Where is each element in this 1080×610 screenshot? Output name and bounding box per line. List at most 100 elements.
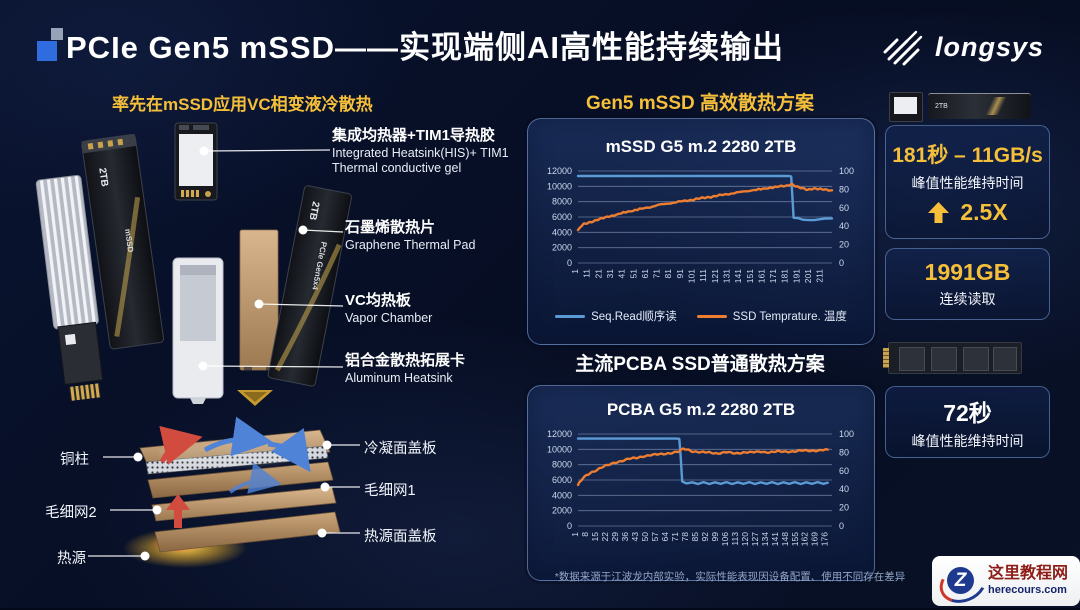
svg-text:31: 31 [605,269,615,279]
svg-text:0: 0 [839,258,844,268]
heat-flow-arrow-red [159,425,203,465]
callout-dots [198,146,308,371]
stat-card-seq-read: 1991GB 连续读取 [885,248,1050,320]
svg-text:161: 161 [756,269,766,283]
left-section-heading: 率先在mSSD应用VC相变液冷散热 [112,95,373,114]
legend-item: SSD Temprature. 温度 [696,308,847,324]
svg-text:155: 155 [790,532,800,546]
y-axis-left: 0 2000 4000 6000 8000 10000 12000 [547,429,572,531]
brand-logo: longsys [880,28,1044,66]
svg-text:60: 60 [839,466,849,476]
heat-rise-arrow [166,494,190,528]
label-capillary-2: 毛细网2 [45,505,97,521]
legend-swatch [696,314,727,318]
svg-text:61: 61 [640,269,650,279]
svg-text:57: 57 [650,532,660,542]
svg-text:4000: 4000 [552,227,572,237]
title-marker-icon [36,26,70,64]
svg-text:0: 0 [839,521,844,531]
seq-read-line [576,437,829,486]
svg-text:100: 100 [839,429,854,439]
chart-card-mssd: mSSD G5 m.2 2280 2TB 0 2000 4000 6000 8000 10… [527,118,875,345]
svg-text:134: 134 [760,532,770,546]
svg-text:12000: 12000 [547,166,572,176]
svg-text:171: 171 [768,269,778,283]
svg-text:2000: 2000 [552,506,572,516]
legend-swatch [555,314,586,318]
vc-leader-dots [133,440,332,561]
page-title: PCIe Gen5 mSSD——实现端侧AI高性能持续输出 [66,30,784,65]
chart-card-pcba: PCBA G5 m.2 2280 2TB 0 2000 4000 6000 8000 10… [527,385,875,581]
svg-text:99: 99 [710,532,720,542]
svg-text:151: 151 [745,269,755,283]
line-chart: 0 2000 4000 6000 8000 10000 12000 0 20 40 60 80 100 1… [547,429,854,546]
svg-text:80: 80 [839,447,849,457]
vapor-chamber-layers [123,416,341,568]
mssd-stick-image: 2TB mSSD [81,134,164,350]
vapor-flow-arrow-blue [203,416,273,457]
label-heat-source: 热源 [57,551,86,567]
chart-title: PCBA G5 m.2 2280 2TB [606,400,796,419]
stat-value: 72秒 [943,399,992,426]
svg-text:6000: 6000 [552,212,572,222]
stat-label: 峰值性能维持时间 [911,432,1024,449]
svg-text:81: 81 [663,269,673,279]
stat-value: 1991GB [924,259,1011,285]
svg-text:0: 0 [567,521,572,531]
svg-text:127: 127 [750,532,760,546]
temperature-line [576,182,834,232]
brand-name: longsys [934,31,1044,62]
svg-text:1: 1 [570,269,580,274]
svg-text:12000: 12000 [547,429,572,439]
svg-text:162: 162 [800,532,810,546]
thumb-mssd-stick: 2TB [928,93,1031,119]
svg-text:36: 36 [620,532,630,542]
data-source-footnote: *数据来源于江波龙内部实验，实际性能表现因设备配置、使用不同存在差异 [554,571,906,583]
temperature-line [576,447,829,487]
longsys-logo-icon [883,30,923,66]
svg-text:2TB: 2TB [307,200,321,221]
svg-text:40: 40 [839,221,849,231]
y-axis-left: 0 2000 4000 6000 8000 10000 12000 [547,166,572,268]
svg-text:4000: 4000 [552,490,572,500]
svg-text:176: 176 [820,532,830,546]
svg-text:71: 71 [652,269,662,279]
label-capillary-1: 毛细网1 [364,483,416,499]
chart-plot: 0 2000 4000 6000 8000 10000 12000 0 20 40 60 80 100 1… [534,161,868,312]
callout-aluminum-heatsink: 铝合金散热拓展卡 Aluminum Heatsink [345,352,466,385]
svg-text:120: 120 [740,532,750,546]
legend-item: Seq.Read顺序读 [555,308,677,324]
svg-text:10000: 10000 [547,181,572,191]
mssd-stick2-image: 2TB PCIe Gen5x4 [267,185,352,387]
gridlines [578,433,832,527]
chart-title: mSSD G5 m.2 2280 2TB [605,137,797,156]
svg-text:92: 92 [700,532,710,542]
svg-text:20: 20 [839,240,849,250]
heatsink-ssd-image [35,174,104,401]
legend-label: SSD Temprature. 温度 [732,311,847,323]
svg-text:181: 181 [780,269,790,283]
callout-vapor-chamber: VC均热板 Vapor Chamber [345,292,433,325]
chart-plot: 0 2000 4000 6000 8000 10000 12000 0 20 40 60 80 100 1… [534,424,868,575]
ssd-2230-image [174,122,218,201]
stat-value: 181秒 – 11GB/s [892,143,1043,167]
thumb-pcba-ssd [883,342,1022,374]
svg-text:11: 11 [582,269,592,278]
svg-text:60: 60 [839,203,849,213]
watermark-site-name: 这里教程网 [988,565,1069,583]
legend-label: Seq.Read顺序读 [591,311,677,323]
svg-text:2TB: 2TB [96,167,110,187]
line-chart: 0 2000 4000 6000 8000 10000 12000 0 20 40 60 80 100 1… [547,166,854,283]
svg-text:141: 141 [733,269,743,283]
watermark-badge: Z 这里教程网 herecours.com [932,556,1080,610]
svg-text:71: 71 [670,532,680,542]
svg-text:2000: 2000 [552,243,572,253]
svg-text:80: 80 [839,184,849,194]
stat-label: 连续读取 [939,291,996,307]
arrow-up-icon [928,201,950,223]
svg-text:8000: 8000 [552,197,572,207]
aluminum-tray-image [172,257,224,404]
y-axis-right: 0 20 40 60 80 100 [839,429,854,531]
svg-text:8000: 8000 [552,460,572,470]
